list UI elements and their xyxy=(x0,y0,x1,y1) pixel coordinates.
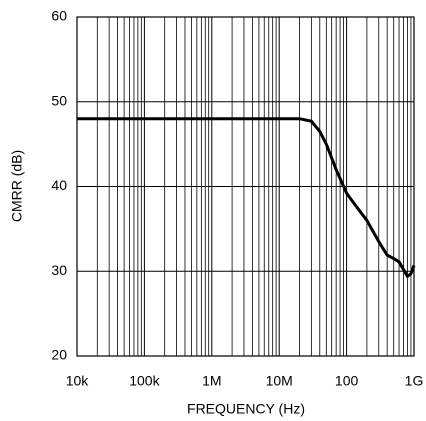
x-tick-label: 10M xyxy=(266,373,293,389)
y-axis-label: CMRR (dB) xyxy=(9,150,25,222)
y-tick-label: 20 xyxy=(51,347,67,363)
plot-frame xyxy=(76,16,415,357)
x-tick-label: 10k xyxy=(66,373,90,389)
y-tick-label: 50 xyxy=(51,92,67,108)
x-tick-label: 100 xyxy=(335,373,359,389)
y-tick-label: 40 xyxy=(51,177,67,193)
y-tick-label: 30 xyxy=(51,262,67,278)
x-tick-label: 100k xyxy=(129,373,160,389)
x-tick-label: 1M xyxy=(202,373,221,389)
data-line xyxy=(77,117,416,278)
x-axis-label: FREQUENCY (Hz) xyxy=(187,401,305,417)
x-tick-label: 1G xyxy=(405,373,424,389)
y-tick-label: 60 xyxy=(51,8,67,24)
